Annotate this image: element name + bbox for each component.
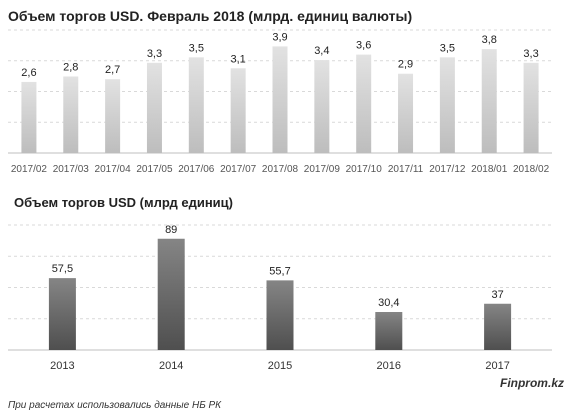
x-tick-label: 2017/05	[136, 164, 173, 175]
bar-2018-02	[523, 62, 539, 153]
value-label: 55,7	[269, 265, 290, 277]
x-tick-label: 2013	[50, 360, 74, 372]
chart2-title: Объем торгов USD (млрд единиц)	[14, 195, 233, 210]
bar-2013	[48, 278, 76, 350]
x-tick-label: 2017/06	[178, 164, 215, 175]
brand-watermark: Finprom.kz	[500, 376, 564, 390]
x-tick-label: 2018/01	[471, 164, 508, 175]
value-label: 2,9	[398, 59, 413, 71]
bar-2017	[484, 303, 512, 350]
chart2-value-labels: 57,5 89 55,7 30,4 37	[52, 224, 504, 309]
x-tick-label: 2017	[485, 360, 509, 372]
value-label: 3,5	[440, 42, 455, 54]
value-label: 3,8	[482, 34, 497, 46]
value-label: 57,5	[52, 263, 73, 275]
value-label: 30,4	[378, 297, 399, 309]
x-tick-label: 2014	[159, 360, 183, 372]
source-note: При расчетах использовались данные НБ РК	[8, 400, 222, 411]
chart1-x-tick-labels: 2017/02 2017/03 2017/04 2017/05 2017/06 2017/…	[11, 164, 550, 175]
value-label: 3,3	[147, 48, 162, 60]
bar-2017-10	[356, 54, 372, 153]
x-tick-label: 2015	[268, 360, 292, 372]
x-tick-label: 2017/09	[304, 164, 341, 175]
x-tick-label: 2016	[377, 360, 401, 372]
value-label: 37	[491, 289, 503, 301]
value-label: 3,6	[356, 40, 371, 52]
chart1-bars	[21, 46, 539, 154]
x-tick-label: 2018/02	[513, 164, 550, 175]
value-label: 3,4	[314, 45, 329, 57]
bar-2017-06	[188, 57, 204, 154]
value-label: 3,5	[189, 42, 204, 54]
bar-2017-09	[314, 60, 330, 153]
chart1-value-labels: 2,6 2,8 2,7 3,3 3,5 3,1 3,9 3,4 3,6 2,9 3,5 3,8 3,3	[21, 31, 538, 79]
value-label: 2,6	[21, 67, 36, 79]
value-label: 3,1	[231, 53, 246, 65]
bar-2018-01	[481, 49, 497, 154]
bar-2015	[266, 280, 294, 350]
bar-2017-04	[105, 79, 121, 153]
chart2-bars	[48, 238, 512, 350]
bar-2017-12	[439, 57, 455, 154]
bar-2016	[375, 312, 403, 350]
x-tick-label: 2017/02	[11, 164, 48, 175]
x-tick-label: 2017/04	[95, 164, 132, 175]
bar-2017-03	[63, 76, 79, 153]
x-tick-label: 2017/10	[346, 164, 383, 175]
x-tick-label: 2017/03	[53, 164, 90, 175]
bar-2017-05	[146, 62, 162, 153]
value-label: 3,9	[272, 31, 287, 43]
value-label: 2,7	[105, 64, 120, 76]
bar-2017-07	[230, 68, 246, 153]
value-label: 2,8	[63, 61, 78, 73]
x-tick-label: 2017/11	[388, 164, 424, 175]
bar-2014	[157, 238, 185, 350]
bar-2017-11	[398, 73, 414, 153]
value-label: 89	[165, 224, 177, 236]
bar-2017-08	[272, 46, 288, 153]
x-tick-label: 2017/07	[220, 164, 257, 175]
chart1-title: Объем торгов USD. Февраль 2018 (млрд. ед…	[8, 8, 412, 24]
chart2-x-tick-labels: 2013 2014 2015 2016 2017	[50, 360, 510, 372]
value-label: 3,3	[523, 48, 538, 60]
x-tick-label: 2017/12	[429, 164, 466, 175]
x-tick-label: 2017/08	[262, 164, 299, 175]
bar-2017-02	[21, 81, 37, 153]
